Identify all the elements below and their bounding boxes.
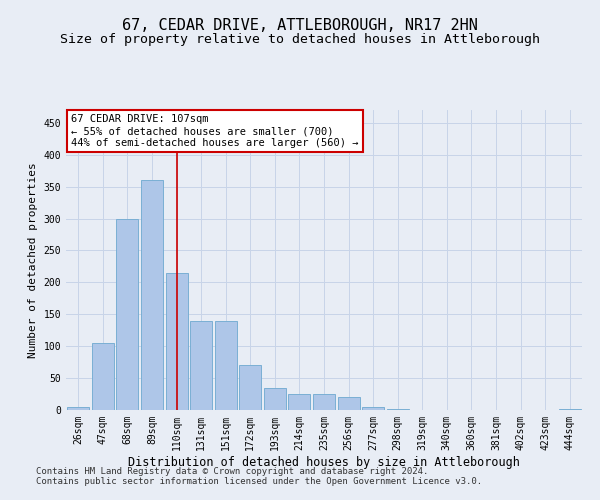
Bar (338, 397, 359, 410)
Bar (386, 408, 409, 410)
Bar (190, 320, 212, 410)
Bar (313, 394, 335, 410)
Text: Contains public sector information licensed under the Open Government Licence v3: Contains public sector information licen… (36, 477, 482, 486)
Bar (264, 388, 286, 410)
Text: 67, CEDAR DRIVE, ATTLEBOROUGH, NR17 2HN: 67, CEDAR DRIVE, ATTLEBOROUGH, NR17 2HN (122, 18, 478, 32)
Bar (67, 407, 89, 410)
X-axis label: Distribution of detached houses by size in Attleborough: Distribution of detached houses by size … (128, 456, 520, 468)
Bar (239, 366, 262, 410)
Bar (92, 343, 114, 410)
Text: 67 CEDAR DRIVE: 107sqm
← 55% of detached houses are smaller (700)
44% of semi-de: 67 CEDAR DRIVE: 107sqm ← 55% of detached… (71, 114, 359, 148)
Text: Size of property relative to detached houses in Attleborough: Size of property relative to detached ho… (60, 34, 540, 46)
Bar (289, 394, 310, 410)
Text: Contains HM Land Registry data © Crown copyright and database right 2024.: Contains HM Land Registry data © Crown c… (36, 467, 428, 476)
Bar (166, 273, 188, 410)
Y-axis label: Number of detached properties: Number of detached properties (28, 162, 38, 358)
Bar (559, 408, 581, 410)
Bar (215, 320, 237, 410)
Bar (141, 180, 163, 410)
Bar (362, 407, 384, 410)
Bar (116, 218, 139, 410)
